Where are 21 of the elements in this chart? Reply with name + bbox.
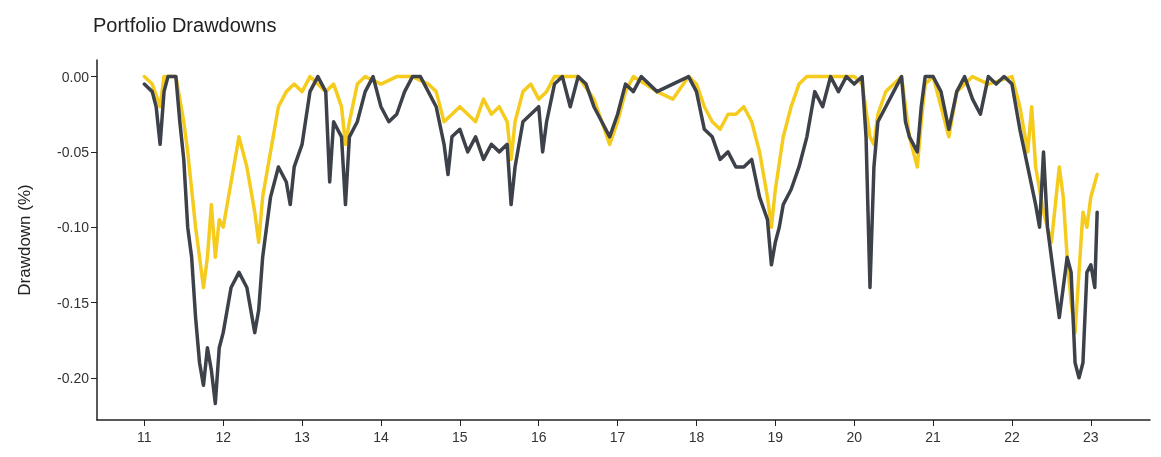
x-tick-label: 18	[688, 429, 705, 445]
line-series	[142, 74, 1099, 406]
y-tick-label: 0.00	[61, 68, 90, 85]
x-tick-label: 11	[137, 429, 152, 445]
x-tick-label: 14	[373, 429, 389, 445]
y-tick-label: -0.10	[57, 219, 90, 236]
x-tick-label: 13	[294, 429, 311, 445]
x-tick-label: 23	[1083, 429, 1099, 445]
chart-title: Portfolio Drawdowns	[93, 14, 277, 36]
y-tick-label: -0.15	[57, 294, 90, 311]
x-tick-label: 22	[1004, 429, 1020, 445]
x-tick-label: 12	[215, 429, 232, 445]
x-tick-label: 17	[609, 429, 626, 445]
x-tick-label: 16	[530, 429, 547, 445]
x-tick-label: 20	[846, 429, 863, 445]
x-tick-label: 19	[767, 429, 784, 445]
x-tick-label: 15	[452, 429, 468, 445]
y-tick-label: -0.20	[57, 369, 90, 386]
y-tick-label: -0.05	[57, 143, 90, 160]
y-axis-title: Drawdown (%)	[15, 184, 34, 296]
x-tick-label: 21	[925, 429, 942, 445]
